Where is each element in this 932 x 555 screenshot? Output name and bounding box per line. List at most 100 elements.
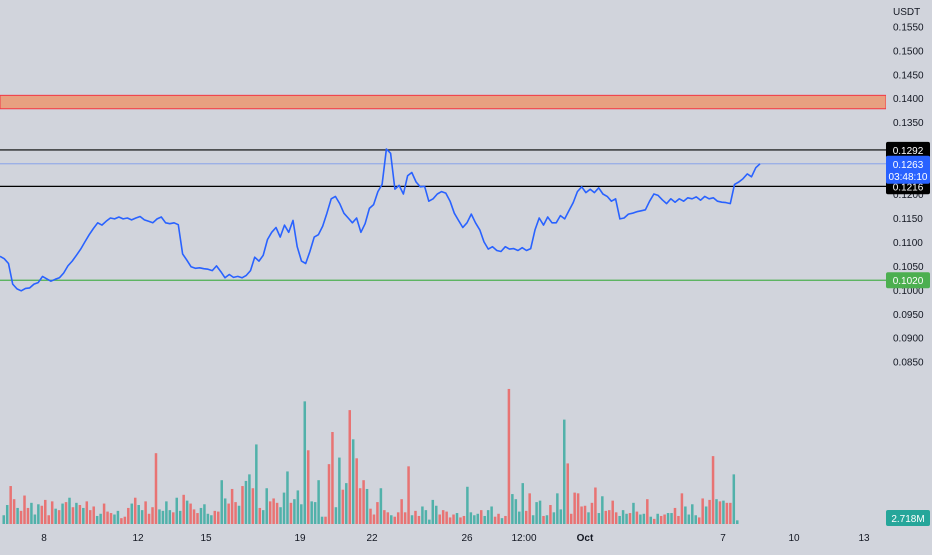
- volume-bar: [234, 502, 237, 524]
- volume-bar: [365, 488, 369, 524]
- volume-bar: [504, 515, 507, 524]
- volume-bar: [144, 501, 147, 524]
- volume-bar: [614, 512, 618, 524]
- volume-bar: [206, 513, 210, 524]
- volume-bar: [711, 456, 715, 524]
- volume-bar: [262, 510, 265, 524]
- price-tick-label: 0.1100: [893, 238, 923, 249]
- volume-bar: [358, 488, 362, 524]
- volume-bar: [428, 519, 431, 524]
- volume-bar: [362, 480, 365, 524]
- volume-bar: [632, 502, 635, 524]
- volume-bar: [99, 513, 102, 524]
- volume-bar: [324, 516, 327, 524]
- volume-bar: [113, 514, 116, 524]
- time-tick-label: 13: [858, 533, 870, 544]
- price-tick-label: 0.0850: [893, 358, 924, 369]
- volume-bar: [656, 513, 659, 524]
- volume-bar: [473, 515, 476, 524]
- time-tick-label: 22: [366, 533, 378, 544]
- volume-bar: [376, 502, 379, 524]
- volume-bar: [441, 510, 445, 524]
- volume-bar: [372, 514, 376, 524]
- line-price-badge-2-text: 0.1020: [893, 276, 924, 287]
- volume-bar: [102, 503, 106, 524]
- volume-bar: [414, 510, 417, 524]
- volume-bars: [2, 388, 739, 524]
- volume-bar: [583, 505, 587, 524]
- volume-bar: [417, 515, 421, 524]
- volume-bar: [182, 494, 185, 524]
- volume-bar: [227, 503, 230, 524]
- volume-bar: [677, 515, 680, 524]
- volume-bar: [189, 503, 192, 524]
- volume-bar: [646, 499, 649, 524]
- price-tick-label: 0.1400: [893, 94, 924, 105]
- volume-bar: [351, 439, 355, 524]
- volume-bar: [639, 514, 642, 524]
- resistance-zone[interactable]: [0, 94, 887, 110]
- volume-bar: [652, 518, 656, 524]
- volume-bar: [213, 510, 217, 524]
- volume-bar: [345, 483, 348, 524]
- volume-bar: [708, 499, 711, 524]
- volume-bar: [431, 499, 435, 524]
- volume-bar: [127, 507, 130, 524]
- volume-bar: [587, 512, 590, 524]
- volume-bar: [196, 513, 199, 524]
- volume-bar: [33, 514, 37, 524]
- volume-bar: [684, 506, 687, 524]
- volume-bar: [490, 506, 493, 524]
- volume-bar: [203, 504, 206, 524]
- volume-bar: [137, 505, 140, 524]
- volume-bar: [47, 515, 50, 524]
- volume-bar: [158, 509, 161, 524]
- volume-bar: [5, 505, 9, 524]
- volume-bar: [289, 502, 293, 524]
- volume-bar: [293, 499, 296, 524]
- volume-bar: [140, 510, 144, 524]
- volume-bar: [580, 506, 583, 524]
- volume-bar: [338, 457, 341, 524]
- volume-bar: [448, 517, 452, 524]
- volume-bar: [320, 516, 324, 524]
- volume-bar: [168, 510, 172, 524]
- volume-bar: [19, 510, 23, 524]
- volume-bar: [82, 507, 85, 524]
- volume-bar: [123, 516, 127, 524]
- volume-bar: [507, 388, 511, 524]
- time-axis[interactable]: [0, 526, 932, 550]
- volume-bar: [37, 504, 40, 524]
- volume-bar: [275, 502, 279, 524]
- volume-bar: [386, 512, 390, 524]
- last-price-badge: [886, 155, 930, 184]
- price-tick-label: 0.0900: [893, 334, 924, 345]
- volume-bar: [369, 508, 372, 524]
- volume-bar: [68, 497, 71, 524]
- volume-bar: [500, 518, 504, 524]
- volume-bar: [673, 507, 677, 524]
- price-line[interactable]: [0, 148, 761, 292]
- volume-bar: [109, 513, 113, 524]
- volume-bar: [511, 494, 514, 524]
- time-tick-label: 8: [41, 533, 47, 544]
- volume-bar: [493, 516, 497, 524]
- volume-bar: [303, 401, 307, 524]
- volume-bar: [154, 453, 158, 524]
- volume-bar: [625, 513, 628, 524]
- volume-bar: [220, 480, 223, 524]
- volume-bar: [210, 515, 213, 524]
- volume-bar: [608, 510, 611, 524]
- volume-bar: [390, 515, 393, 524]
- volume-bar: [531, 515, 535, 524]
- line-price-badge-0-text: 0.1292: [893, 146, 924, 157]
- last-price-value: 0.1263: [893, 160, 924, 171]
- volume-bar: [147, 513, 151, 524]
- volume-bar: [175, 497, 178, 524]
- volume-bar: [230, 488, 234, 524]
- volume-bar: [16, 507, 19, 524]
- volume-bar: [670, 513, 673, 524]
